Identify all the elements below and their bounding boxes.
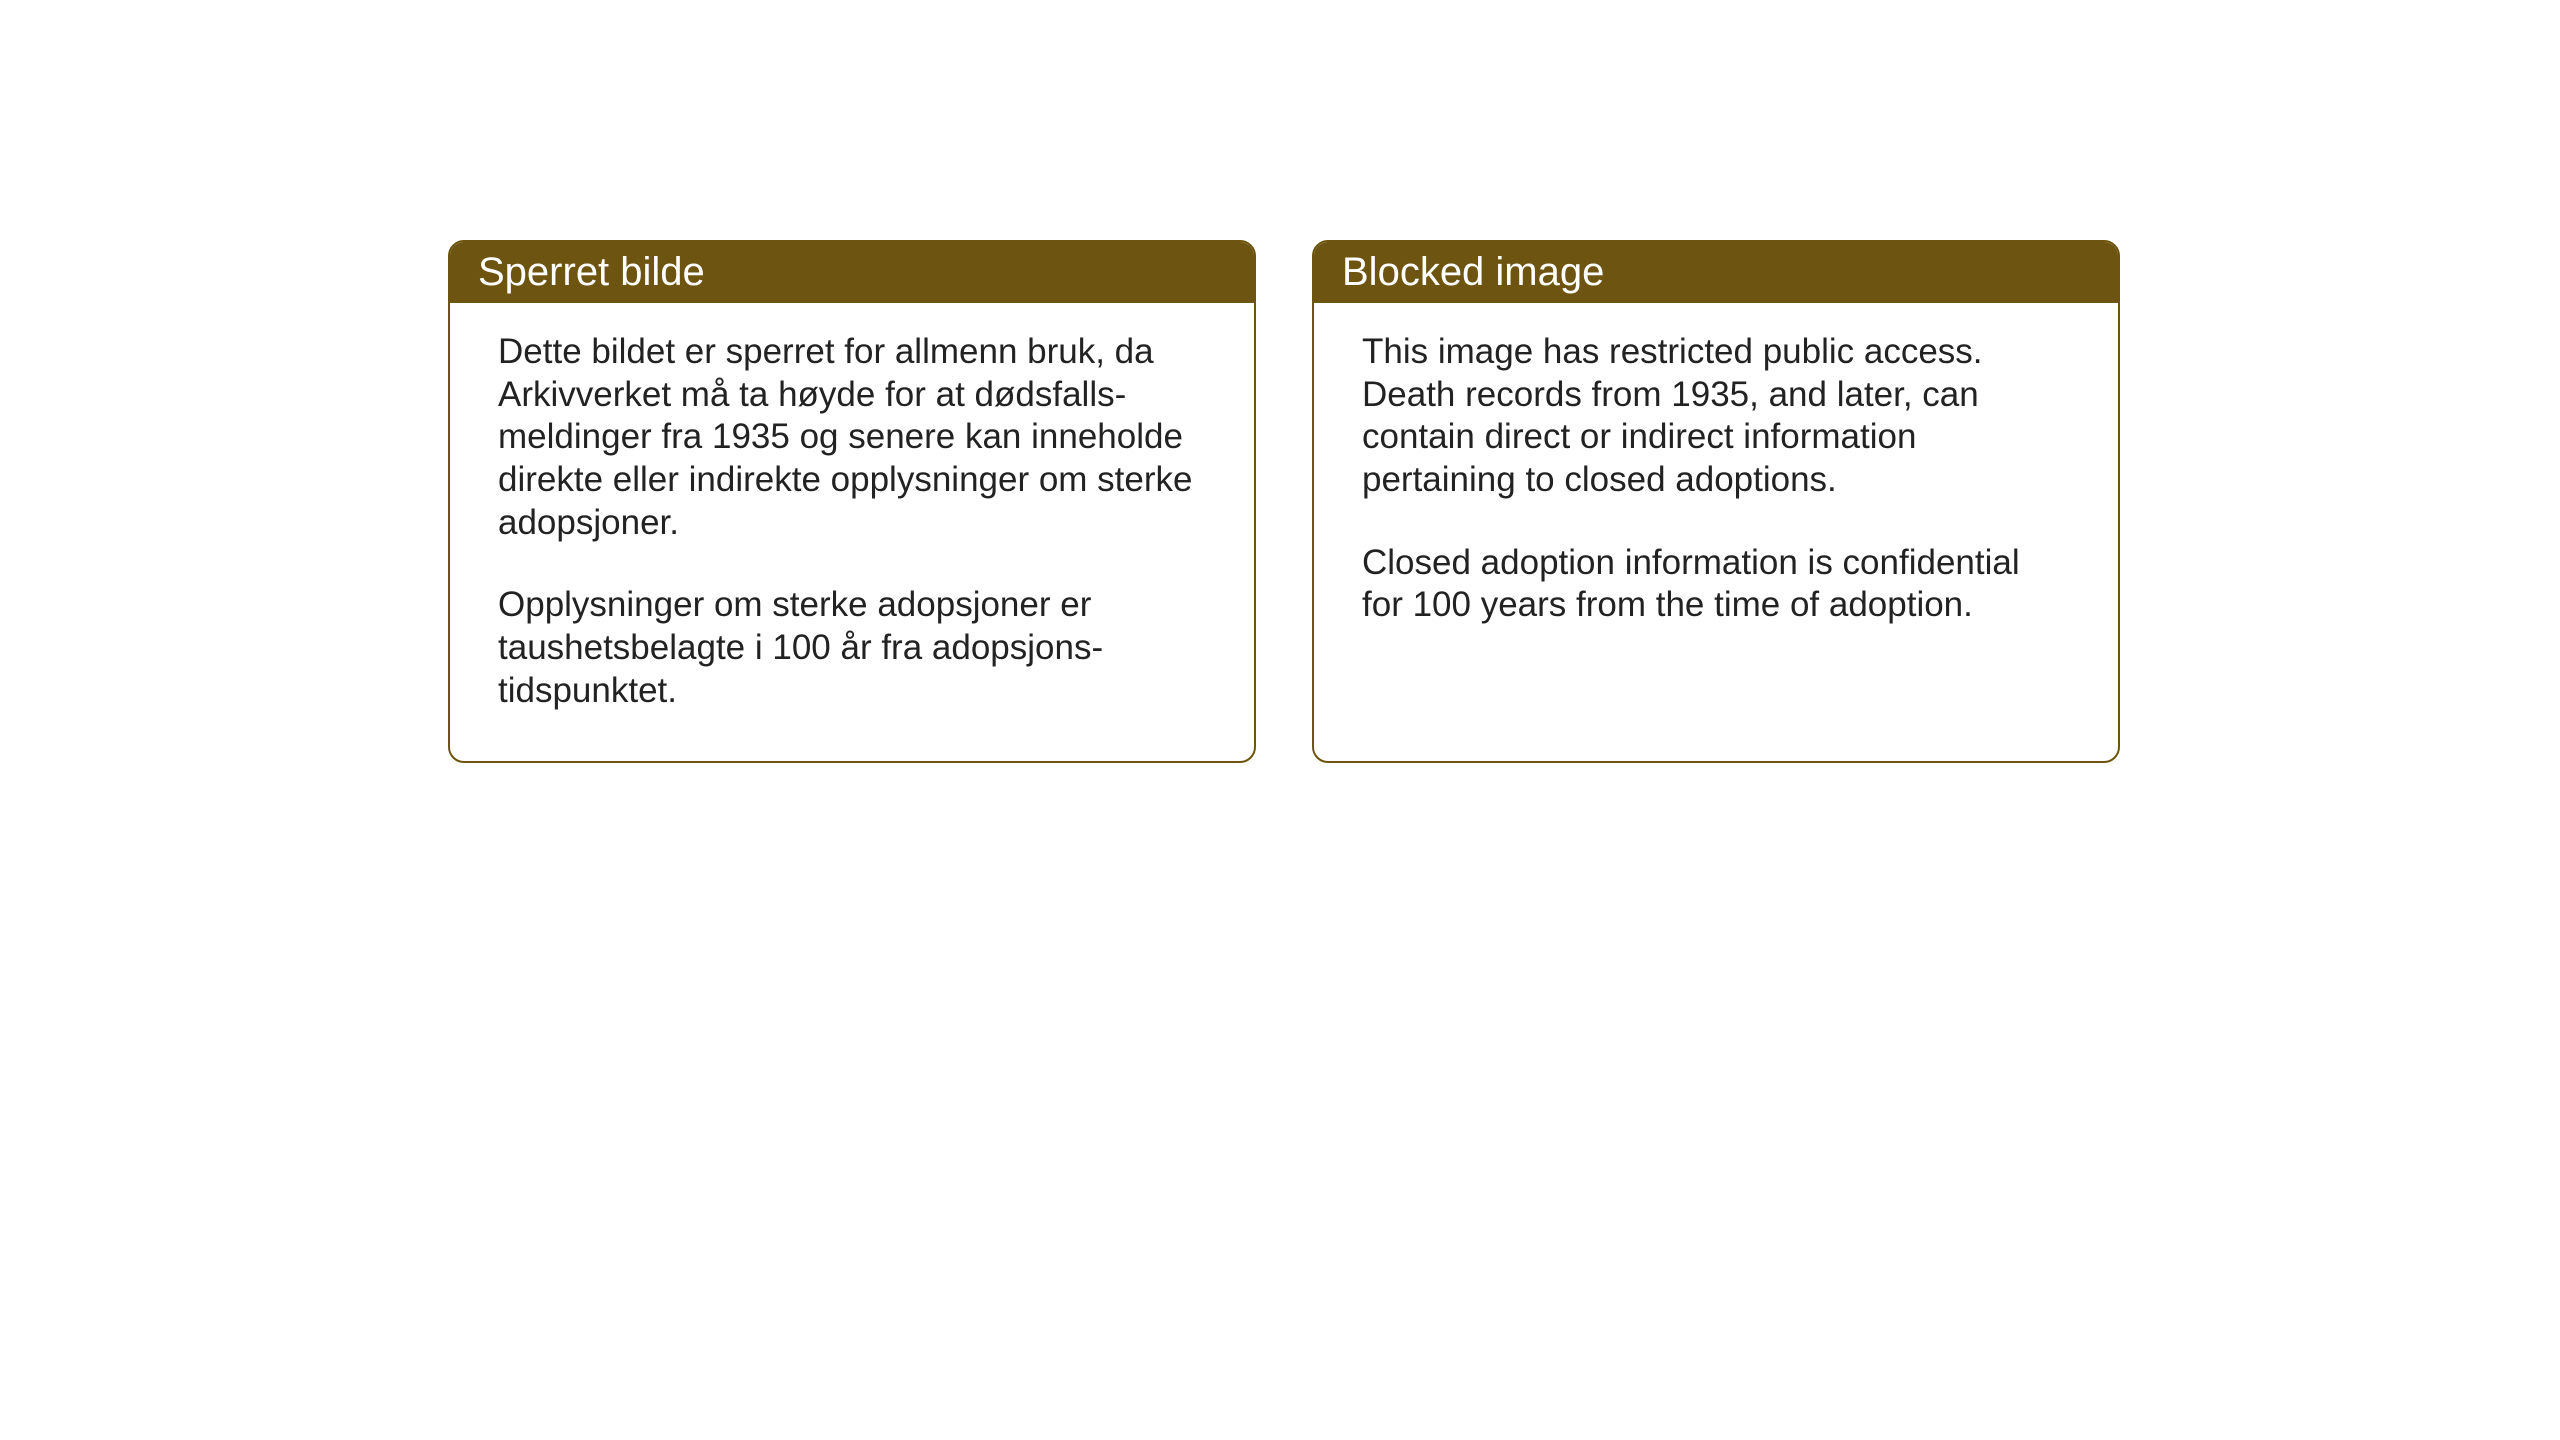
notice-container: Sperret bilde Dette bildet er sperret fo…	[448, 240, 2120, 763]
notice-body-english: This image has restricted public access.…	[1314, 303, 2118, 675]
notice-para1-english: This image has restricted public access.…	[1362, 331, 2070, 502]
notice-title-english: Blocked image	[1314, 242, 2118, 303]
notice-para2-english: Closed adoption information is confident…	[1362, 542, 2070, 627]
notice-card-norwegian: Sperret bilde Dette bildet er sperret fo…	[448, 240, 1256, 763]
notice-para1-norwegian: Dette bildet er sperret for allmenn bruk…	[498, 331, 1206, 544]
notice-para2-norwegian: Opplysninger om sterke adopsjoner er tau…	[498, 584, 1206, 712]
notice-card-english: Blocked image This image has restricted …	[1312, 240, 2120, 763]
notice-title-norwegian: Sperret bilde	[450, 242, 1254, 303]
notice-body-norwegian: Dette bildet er sperret for allmenn bruk…	[450, 303, 1254, 761]
